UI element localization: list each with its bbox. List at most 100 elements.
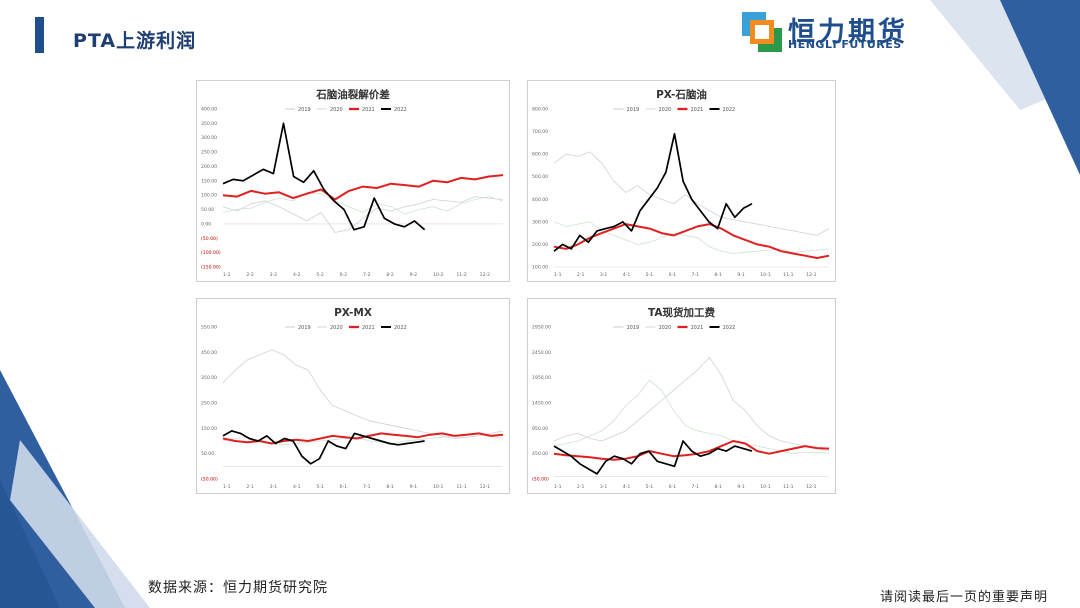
y-tick-label: 400.00 xyxy=(201,107,217,113)
x-tick-label: 12-1 xyxy=(480,484,491,490)
y-tick-label: 50.00 xyxy=(201,451,214,457)
legend-label-2022: 2022 xyxy=(394,325,407,331)
x-tick-label: 1-1 xyxy=(223,484,231,490)
series-line-2022 xyxy=(222,430,425,465)
y-tick-label: 2450.00 xyxy=(532,350,551,356)
x-tick-label: 12-1 xyxy=(806,484,817,490)
x-tick-label: 12-2 xyxy=(480,272,491,278)
x-tick-label: 5-2 xyxy=(316,272,324,278)
x-tick-label: 4-2 xyxy=(293,272,301,278)
y-tick-label: (50.00) xyxy=(201,236,218,242)
x-tick-label: 10-1 xyxy=(433,484,444,490)
x-tick-label: 1-1 xyxy=(554,484,562,490)
x-tick-label: 3-1 xyxy=(600,484,608,490)
x-tick-label: 10-2 xyxy=(433,272,444,278)
y-tick-label: 1950.00 xyxy=(532,375,551,381)
y-tick-label: 300.00 xyxy=(532,219,548,225)
y-tick-label: 50.00 xyxy=(201,207,214,213)
x-tick-label: 5-1 xyxy=(646,484,654,490)
chart-title: PX-MX xyxy=(334,307,372,319)
y-tick-label: 350.00 xyxy=(201,121,217,127)
x-tick-label: 3-1 xyxy=(600,272,608,278)
y-tick-label: 2950.00 xyxy=(532,325,551,331)
x-tick-label: 12-1 xyxy=(806,272,817,278)
x-tick-label: 11-1 xyxy=(456,484,467,490)
y-tick-label: 250.00 xyxy=(201,401,217,407)
chart-px-naphtha: PX-石脑油 2019 2020 2021 2022 800.00 700.00 600.00… xyxy=(527,80,836,282)
x-tick-label: 10-1 xyxy=(760,484,771,490)
series-line-2021 xyxy=(553,440,830,461)
legend-label-2020: 2020 xyxy=(659,325,672,331)
x-tick-label: 7-1 xyxy=(363,484,371,490)
y-tick-label: 250.00 xyxy=(201,150,217,156)
legend-label-2022: 2022 xyxy=(394,107,407,113)
y-tick-label: (50.00) xyxy=(201,477,218,483)
chart-svg: TA现货加工费 2019 2020 2021 2022 2950.00 2450.00 195… xyxy=(532,306,830,490)
x-tick-label: 2-1 xyxy=(246,484,254,490)
y-tick-label: 300.00 xyxy=(201,135,217,141)
series-line-2020 xyxy=(553,221,830,254)
legend-label-2019: 2019 xyxy=(298,107,311,113)
y-tick-label: 150.00 xyxy=(201,178,217,184)
x-tick-label: 6-1 xyxy=(340,484,348,490)
y-tick-label: 600.00 xyxy=(532,152,548,158)
series-line-2021 xyxy=(222,432,504,445)
logo-text-cn: 恒力期货 xyxy=(788,17,908,48)
y-tick-label: 100.00 xyxy=(532,265,548,271)
x-tick-label: 6-2 xyxy=(340,272,348,278)
x-tick-label: 7-2 xyxy=(363,272,371,278)
y-tick-label: 1450.00 xyxy=(532,401,551,407)
x-tick-label: 5-1 xyxy=(646,272,654,278)
series-line-2019 xyxy=(553,151,830,236)
x-tick-label: 7-1 xyxy=(692,272,700,278)
x-tick-label: 7-1 xyxy=(692,484,700,490)
series-line-2022 xyxy=(222,122,426,231)
x-tick-label: 2-1 xyxy=(577,484,585,490)
legend-label-2019: 2019 xyxy=(298,325,311,331)
series-line-2019 xyxy=(222,196,504,233)
chart-svg: PX-石脑油 2019 2020 2021 2022 800.00 700.00 600.00… xyxy=(532,88,830,278)
x-tick-label: 8-1 xyxy=(386,484,394,490)
chart-svg: 石脑油裂解价差 2019 2020 2021 2022 400.00 350.00 300.0… xyxy=(201,88,504,278)
x-tick-label: 1-1 xyxy=(554,272,562,278)
chart-svg: PX-MX 2019 2020 2021 2022 550.00 450.00 350.00 2… xyxy=(201,307,504,490)
legend-label-2021: 2021 xyxy=(691,107,704,113)
data-source-note: 数据来源：恒力期货研究院 xyxy=(148,580,328,596)
y-tick-label: 450.00 xyxy=(532,451,548,457)
legend-label-2021: 2021 xyxy=(362,325,375,331)
legend-label-2019: 2019 xyxy=(627,107,640,113)
disclaimer-note: 请阅读最后一页的重要声明 xyxy=(880,590,1049,605)
y-tick-label: 550.00 xyxy=(201,325,217,331)
legend-label-2019: 2019 xyxy=(627,325,640,331)
x-tick-label: 11-2 xyxy=(456,272,467,278)
x-tick-label: 2-1 xyxy=(577,272,585,278)
legend-label-2022: 2022 xyxy=(723,325,736,331)
y-tick-label: 450.00 xyxy=(201,350,217,356)
logo-text-en: HENGLI FUTURES xyxy=(788,38,902,51)
x-tick-label: 1-2 xyxy=(223,272,231,278)
x-tick-label: 8-1 xyxy=(714,272,722,278)
x-tick-label: 8-2 xyxy=(386,272,394,278)
x-tick-label: 2-2 xyxy=(246,272,254,278)
y-tick-label: (50.00) xyxy=(532,477,549,483)
chart-ta-processing-fee: TA现货加工费 2019 2020 2021 2022 2950.00 2450.00 195… xyxy=(527,298,836,494)
x-tick-label: 9-1 xyxy=(737,272,745,278)
x-tick-label: 9-1 xyxy=(737,484,745,490)
chart-title: 石脑油裂解价差 xyxy=(315,88,390,101)
y-tick-label: 0.00 xyxy=(201,221,211,227)
y-tick-label: 700.00 xyxy=(532,129,548,135)
y-tick-label: 150.00 xyxy=(201,426,217,432)
x-tick-label: 3-2 xyxy=(270,272,278,278)
series-line-2019 xyxy=(553,357,830,452)
y-tick-label: 200.00 xyxy=(532,242,548,248)
chart-title: PX-石脑油 xyxy=(656,88,707,101)
hengli-logo: 恒力期货 HENGLI FUTURES xyxy=(742,12,912,52)
x-tick-label: 6-1 xyxy=(669,484,677,490)
legend-label-2021: 2021 xyxy=(691,325,704,331)
x-tick-label: 5-1 xyxy=(316,484,324,490)
x-tick-label: 4-1 xyxy=(293,484,301,490)
series-line-2022 xyxy=(553,440,753,475)
x-tick-label: 4-1 xyxy=(623,484,631,490)
page-title: PTA上游利润 xyxy=(73,30,197,52)
